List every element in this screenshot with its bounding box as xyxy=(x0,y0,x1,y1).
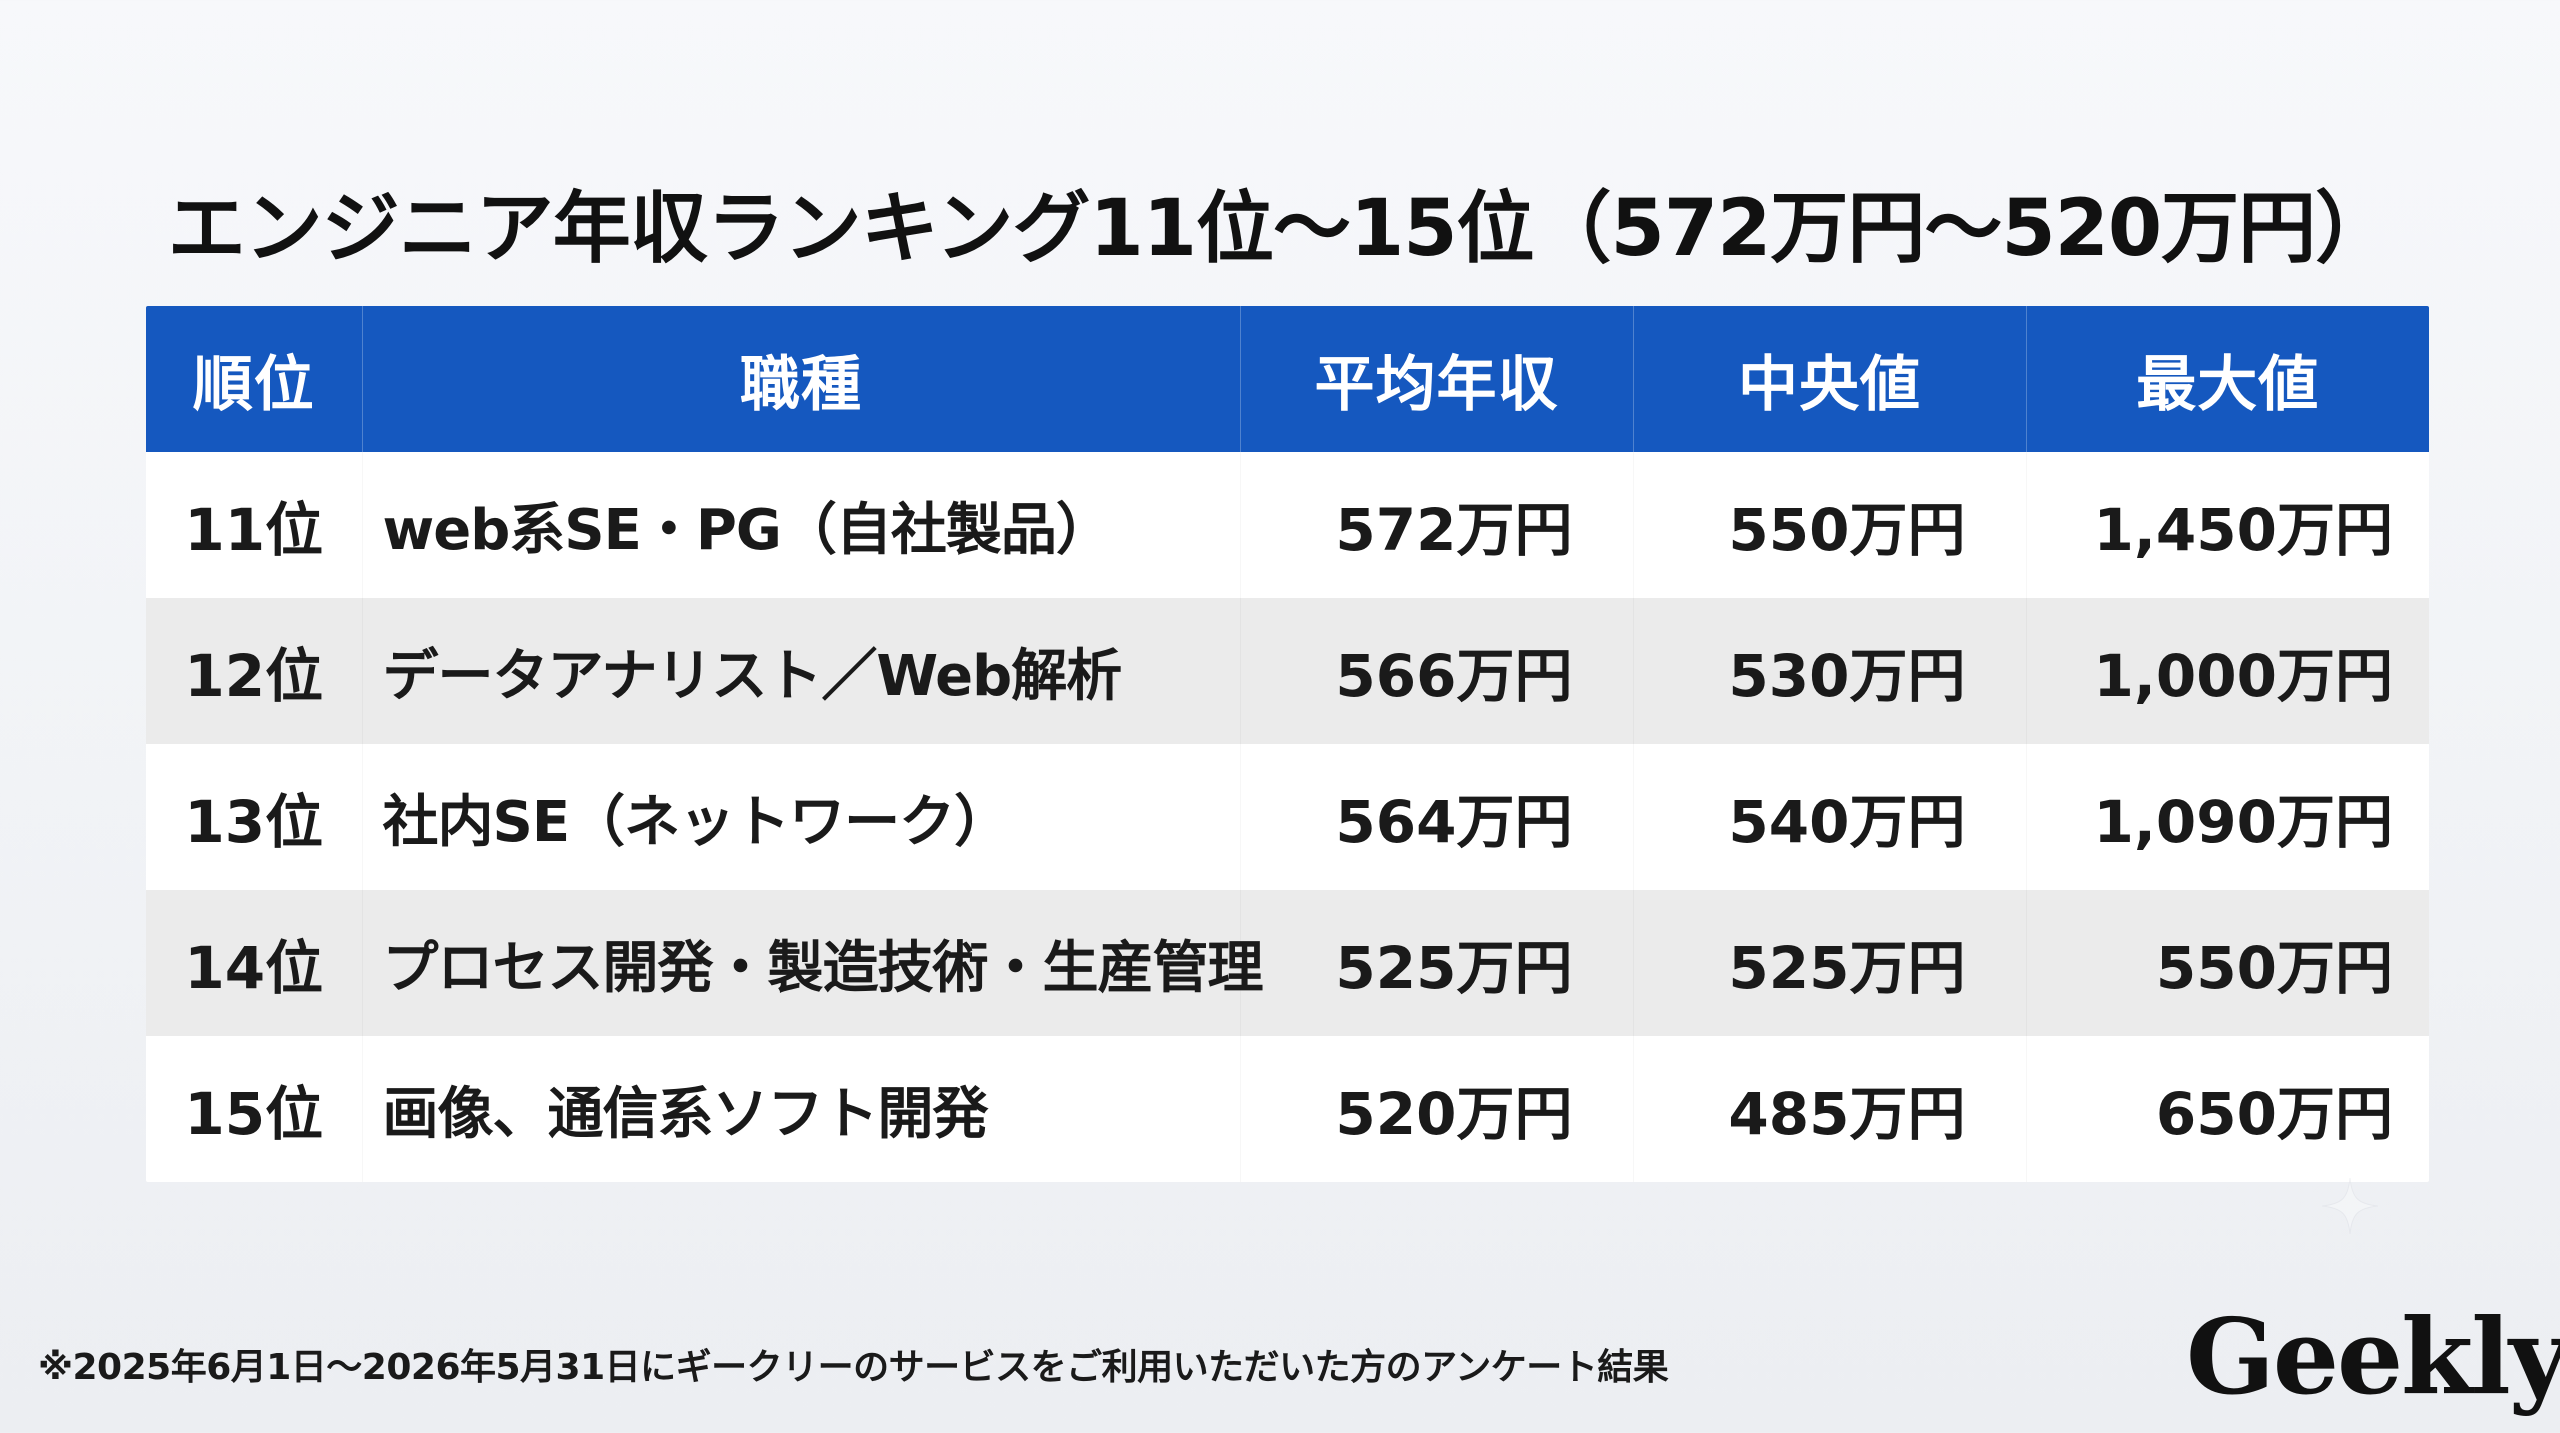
job-cell: web系SE・PG（自社製品） xyxy=(362,452,1240,598)
table-row: 14位 プロセス開発・製造技術・生産管理 525万円 525万円 550万円 xyxy=(146,890,2429,1036)
survey-footnote: ※2025年6月1日〜2026年5月31日にギークリーのサービスをご利用いただい… xyxy=(38,1347,1669,1388)
average-cell: 566万円 xyxy=(1240,598,1633,744)
page-title: エンジニア年収ランキング11位〜15位（572万円〜520万円） xyxy=(167,184,2393,274)
rank-cell: 14位 xyxy=(146,890,362,1036)
rank-cell: 13位 xyxy=(146,744,362,890)
job-cell: 社内SE（ネットワーク） xyxy=(362,744,1240,890)
sparkle-icon xyxy=(2322,1178,2378,1234)
median-cell: 525万円 xyxy=(1633,890,2026,1036)
header-median: 中央値 xyxy=(1633,306,2027,452)
rank-cell: 15位 xyxy=(146,1036,362,1182)
header-max: 最大値 xyxy=(2136,349,2320,420)
average-cell: 525万円 xyxy=(1240,890,1633,1036)
average-cell: 520万円 xyxy=(1240,1036,1633,1182)
median-cell: 550万円 xyxy=(1633,452,2026,598)
max-cell: 1,450万円 xyxy=(2093,496,2393,564)
max-cell: 1,090万円 xyxy=(2093,788,2393,856)
header-rank: 順位 xyxy=(146,306,363,452)
table-row: 15位 画像、通信系ソフト開発 520万円 485万円 650万円 xyxy=(146,1036,2429,1182)
max-cell: 1,000万円 xyxy=(2093,642,2393,710)
ranking-table: 順位 職種 平均年収 中央値 最大値 11位 web系SE・PG（自社製品） 5… xyxy=(146,306,2429,1182)
max-cell: 650万円 xyxy=(2155,1080,2393,1148)
average-cell: 572万円 xyxy=(1240,452,1633,598)
table-row: 13位 社内SE（ネットワーク） 564万円 540万円 1,090万円 xyxy=(146,744,2429,890)
ranking-table-grid: 順位 職種 平均年収 中央値 最大値 11位 web系SE・PG（自社製品） 5… xyxy=(146,306,2429,1182)
header-average-salary: 平均年収 xyxy=(1240,306,1634,452)
geekly-logo: Geekly xyxy=(2186,1295,2560,1418)
median-cell: 530万円 xyxy=(1633,598,2026,744)
median-cell: 485万円 xyxy=(1633,1036,2026,1182)
rank-cell: 11位 xyxy=(146,452,362,598)
max-cell: 550万円 xyxy=(2155,934,2393,1002)
header-row: 順位 職種 平均年収 中央値 最大値 xyxy=(146,306,2429,452)
median-cell: 540万円 xyxy=(1633,744,2026,890)
average-cell: 564万円 xyxy=(1240,744,1633,890)
rank-cell: 12位 xyxy=(146,598,362,744)
table-body: 11位 web系SE・PG（自社製品） 572万円 550万円 1,450万円 … xyxy=(146,452,2429,1182)
header-job: 職種 xyxy=(362,306,1241,452)
table-row: 12位 データアナリスト／Web解析 566万円 530万円 1,000万円 xyxy=(146,598,2429,744)
job-cell: データアナリスト／Web解析 xyxy=(362,598,1240,744)
job-cell: プロセス開発・製造技術・生産管理 xyxy=(362,890,1264,1036)
table-header: 順位 職種 平均年収 中央値 最大値 xyxy=(146,306,2429,452)
table-row: 11位 web系SE・PG（自社製品） 572万円 550万円 1,450万円 xyxy=(146,452,2429,598)
job-cell: 画像、通信系ソフト開発 xyxy=(362,1036,1240,1182)
